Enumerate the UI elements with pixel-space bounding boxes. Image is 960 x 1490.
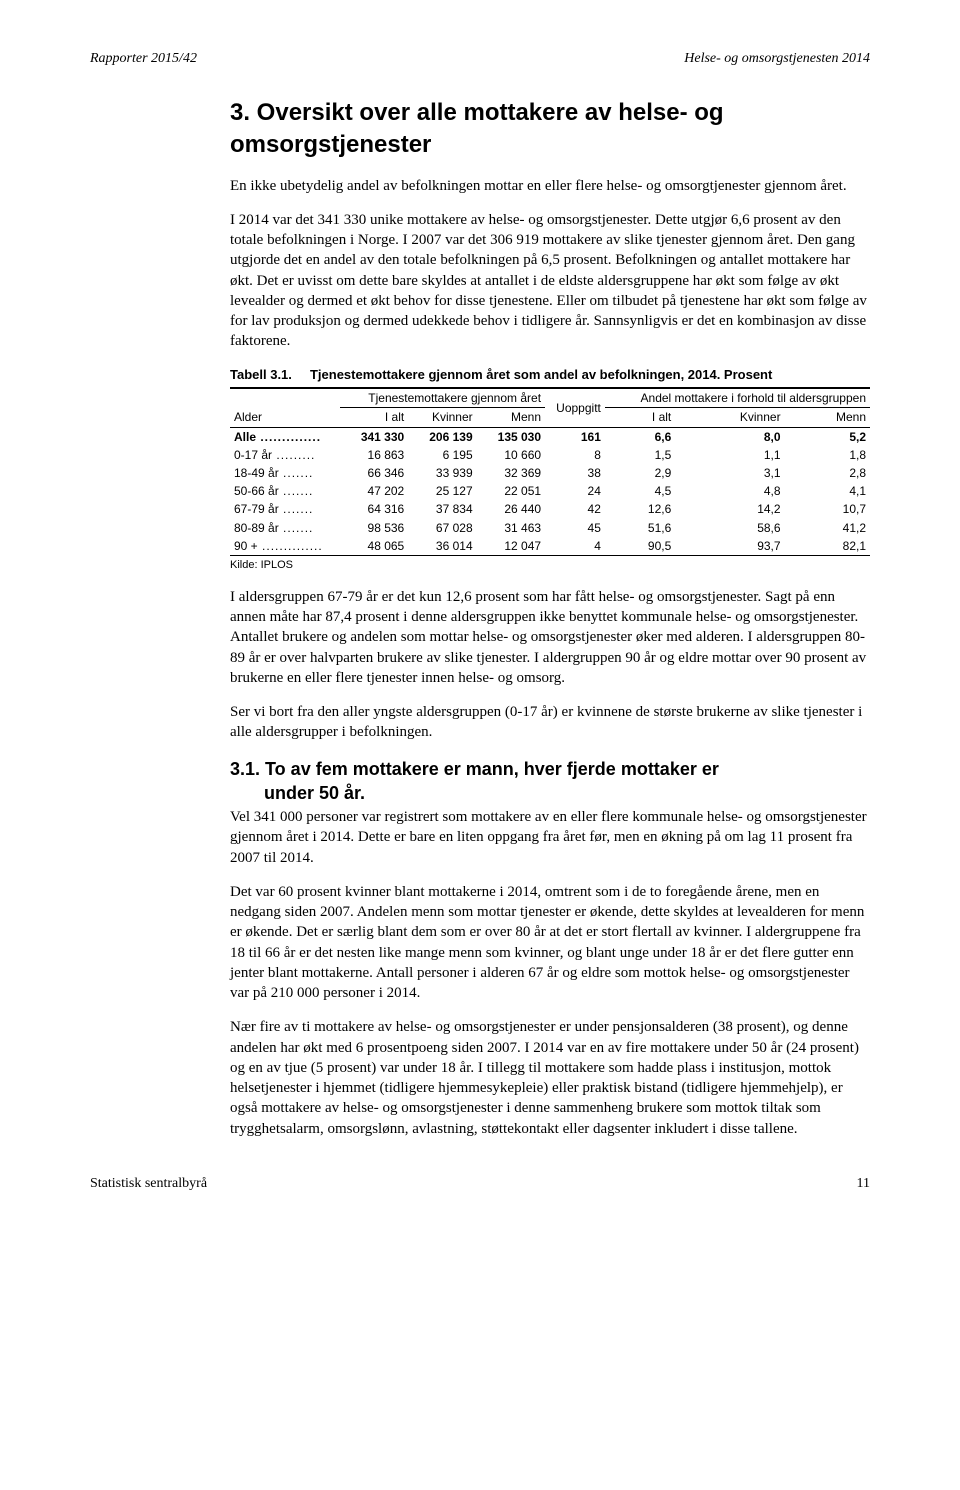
cell: 8 [545, 446, 605, 464]
section-title-line1: 3.1. To av fem mottakere er mann, hver f… [230, 759, 719, 779]
cell: 206 139 [408, 427, 476, 446]
cell: 48 065 [340, 537, 408, 556]
cell: 66 346 [340, 464, 408, 482]
cell: 22 051 [477, 482, 545, 500]
cell: 135 030 [477, 427, 545, 446]
cell: 51,6 [605, 519, 675, 537]
col-kvinner-2: Kvinner [675, 408, 784, 427]
cell: 90,5 [605, 537, 675, 556]
cell: 32 369 [477, 464, 545, 482]
section-title-line2: under 50 år. [230, 781, 870, 805]
table-row: 18-49 år .......66 34633 93932 369382,93… [230, 464, 870, 482]
footer-left: Statistisk sentralbyrå [90, 1175, 207, 1194]
cell: 2,9 [605, 464, 675, 482]
cell: 31 463 [477, 519, 545, 537]
cell: 1,5 [605, 446, 675, 464]
cell: 38 [545, 464, 605, 482]
cell: 4,1 [785, 482, 870, 500]
footer-page-number: 11 [857, 1175, 870, 1194]
col-menn-2: Menn [785, 408, 870, 427]
cell: 1,8 [785, 446, 870, 464]
cell: 26 440 [477, 500, 545, 518]
cell: 37 834 [408, 500, 476, 518]
main-content: 3. Oversikt over alle mottakere av helse… [90, 97, 870, 1139]
cell: 161 [545, 427, 605, 446]
cell: 25 127 [408, 482, 476, 500]
cell: 47 202 [340, 482, 408, 500]
cell: 42 [545, 500, 605, 518]
table-row: 80-89 år .......98 53667 02831 4634551,6… [230, 519, 870, 537]
cell: 64 316 [340, 500, 408, 518]
col-menn-1: Menn [477, 408, 545, 427]
col-ialt-2: I alt [605, 408, 675, 427]
intro-para-1: En ikke ubetydelig andel av befolkningen… [230, 176, 870, 196]
cell: 4,8 [675, 482, 784, 500]
row-label: 90 + .............. [230, 537, 340, 556]
cell: 36 014 [408, 537, 476, 556]
cell: 33 939 [408, 464, 476, 482]
cell: 4 [545, 537, 605, 556]
after-table-para-2: Ser vi bort fra den aller yngste aldersg… [230, 702, 870, 743]
table-row: 67-79 år .......64 31637 83426 4404212,6… [230, 500, 870, 518]
section-3-1-title: 3.1. To av fem mottakere er mann, hver f… [230, 757, 870, 806]
cell: 45 [545, 519, 605, 537]
row-label: 50-66 år ....... [230, 482, 340, 500]
col-group-right: Andel mottakere i forhold til aldersgrup… [605, 388, 870, 408]
cell: 93,7 [675, 537, 784, 556]
page-footer: Statistisk sentralbyrå 11 [90, 1175, 870, 1194]
table-row: 50-66 år .......47 20225 12722 051244,54… [230, 482, 870, 500]
cell: 67 028 [408, 519, 476, 537]
after-table-para-1: I aldersgruppen 67-79 år er det kun 12,6… [230, 587, 870, 688]
cell: 6,6 [605, 427, 675, 446]
table-row: 90 + ..............48 06536 01412 047490… [230, 537, 870, 556]
row-label: 0-17 år ......... [230, 446, 340, 464]
cell: 1,1 [675, 446, 784, 464]
table-caption-text: Tjenestemottakere gjennom året som andel… [310, 367, 772, 382]
cell: 5,2 [785, 427, 870, 446]
cell: 6 195 [408, 446, 476, 464]
table-row: Alle ..............341 330206 139135 030… [230, 427, 870, 446]
section-3-1-para-1: Vel 341 000 personer var registrert som … [230, 807, 870, 868]
section-3-1-para-2: Det var 60 prosent kvinner blant mottake… [230, 882, 870, 1004]
page-header: Rapporter 2015/42 Helse- og omsorgstjene… [90, 50, 870, 69]
row-label: 80-89 år ....... [230, 519, 340, 537]
intro-para-2: I 2014 var det 341 330 unike mottakere a… [230, 210, 870, 352]
cell: 98 536 [340, 519, 408, 537]
cell: 12 047 [477, 537, 545, 556]
col-ialt-1: I alt [340, 408, 408, 427]
cell: 24 [545, 482, 605, 500]
col-uoppgitt: Uoppgitt [545, 388, 605, 427]
data-table: Alder Tjenestemottakere gjennom året Uop… [230, 387, 870, 556]
col-kvinner-1: Kvinner [408, 408, 476, 427]
col-alder: Alder [230, 388, 340, 427]
row-label: 18-49 år ....... [230, 464, 340, 482]
table-caption: Tabell 3.1. Tjenestemottakere gjennom år… [230, 366, 870, 384]
cell: 2,8 [785, 464, 870, 482]
cell: 12,6 [605, 500, 675, 518]
section-3-1-para-3: Nær fire av ti mottakere av helse- og om… [230, 1017, 870, 1139]
col-group-left: Tjenestemottakere gjennom året [340, 388, 545, 408]
table-source: Kilde: IPLOS [230, 558, 870, 573]
cell: 341 330 [340, 427, 408, 446]
cell: 41,2 [785, 519, 870, 537]
cell: 8,0 [675, 427, 784, 446]
table-row: 0-17 år .........16 8636 19510 66081,51,… [230, 446, 870, 464]
chapter-title: 3. Oversikt over alle mottakere av helse… [230, 97, 870, 162]
cell: 14,2 [675, 500, 784, 518]
cell: 3,1 [675, 464, 784, 482]
row-label: 67-79 år ....... [230, 500, 340, 518]
cell: 58,6 [675, 519, 784, 537]
header-right: Helse- og omsorgstjenesten 2014 [684, 50, 870, 69]
cell: 16 863 [340, 446, 408, 464]
cell: 10,7 [785, 500, 870, 518]
cell: 82,1 [785, 537, 870, 556]
table-caption-label: Tabell 3.1. [230, 367, 292, 382]
cell: 10 660 [477, 446, 545, 464]
row-label: Alle .............. [230, 427, 340, 446]
header-left: Rapporter 2015/42 [90, 50, 197, 69]
cell: 4,5 [605, 482, 675, 500]
